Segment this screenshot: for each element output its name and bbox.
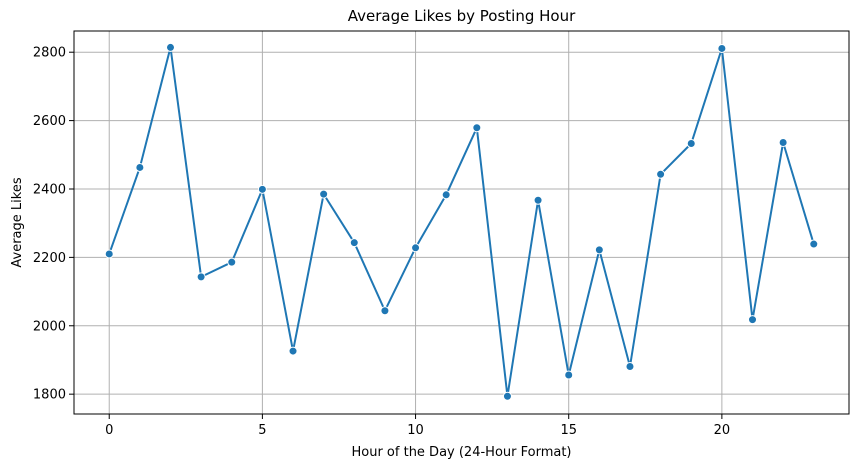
- data-point: [594, 245, 604, 255]
- data-point: [135, 162, 145, 172]
- x-tick-label: 10: [407, 423, 424, 438]
- x-tick-label: 5: [258, 423, 266, 438]
- ticks: 0 5 10 15 20 1800 2000 2200 2400 2600 2800: [33, 46, 730, 438]
- y-tick-label: 2200: [33, 251, 66, 266]
- data-point: [104, 249, 114, 259]
- y-tick-label: 2400: [33, 182, 66, 197]
- series-line: [108, 46, 815, 398]
- y-tick-label: 2000: [33, 319, 66, 334]
- data-point: [380, 306, 390, 316]
- data-point: [411, 243, 421, 253]
- data-point: [349, 238, 359, 248]
- data-point: [656, 169, 666, 179]
- data-point: [533, 195, 543, 205]
- x-tick-label: 20: [714, 423, 731, 438]
- y-tick-label: 2600: [33, 114, 66, 129]
- data-point: [472, 123, 482, 133]
- data-point: [809, 239, 819, 249]
- data-point: [257, 184, 267, 194]
- data-point: [196, 272, 206, 282]
- y-axis-title: Average Likes: [10, 177, 25, 267]
- data-point: [717, 43, 727, 53]
- y-tick-label: 1800: [33, 388, 66, 403]
- grid: [74, 31, 849, 414]
- data-point: [165, 42, 175, 52]
- data-point: [625, 361, 635, 371]
- x-tick-label: 0: [105, 423, 113, 438]
- data-point: [502, 391, 512, 401]
- data-point: [319, 189, 329, 199]
- data-point: [748, 315, 758, 325]
- data-point: [564, 370, 574, 380]
- y-tick-label: 2800: [33, 46, 66, 61]
- data-point: [686, 139, 696, 149]
- x-axis-title: Hour of the Day (24-Hour Format): [351, 445, 571, 460]
- x-tick-label: 15: [560, 423, 577, 438]
- data-point: [288, 346, 298, 356]
- data-point: [441, 190, 451, 200]
- chart-title: Average Likes by Posting Hour: [348, 7, 576, 25]
- data-point: [778, 137, 788, 147]
- data-point: [227, 257, 237, 267]
- plot-frame: [73, 30, 850, 415]
- series-layer: [104, 42, 819, 401]
